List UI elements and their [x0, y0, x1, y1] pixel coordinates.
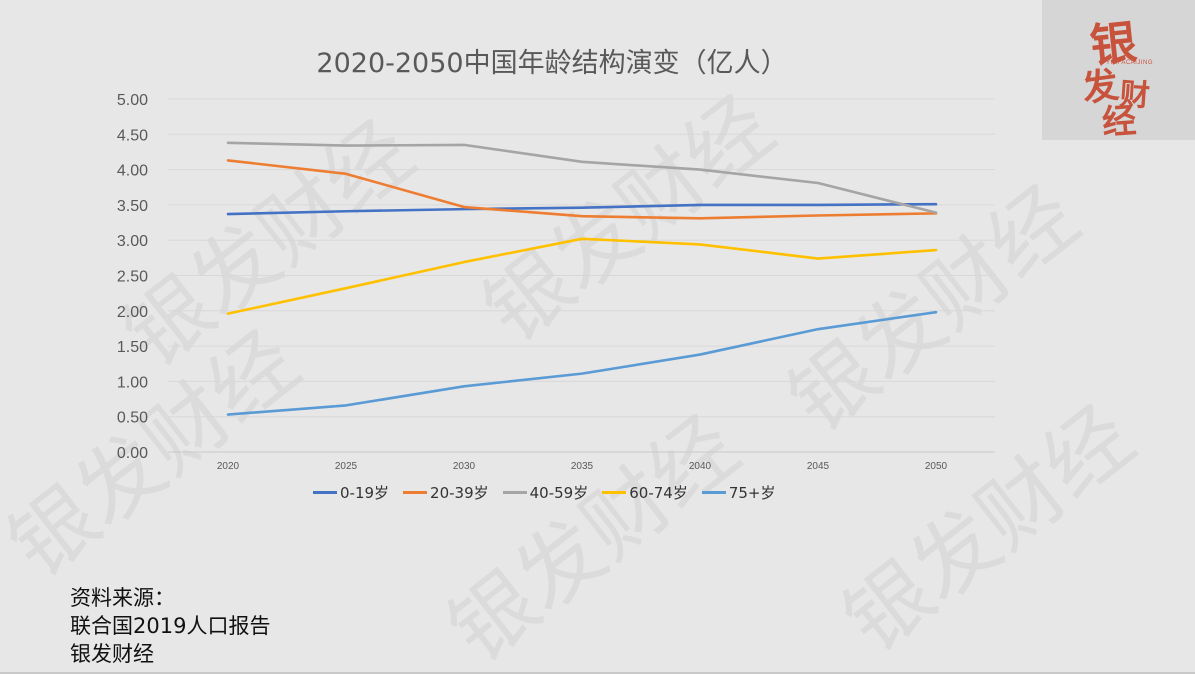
chart-title: 2020-2050中国年龄结构演变（亿人） — [316, 48, 787, 79]
y-tick-label: 3.50 — [117, 198, 148, 215]
logo: 银 YINFACAIJING 发 财 经 — [1042, 0, 1195, 143]
legend-label: 40-59岁 — [529, 483, 589, 502]
legend-swatch — [403, 490, 428, 494]
logo-char: 经 — [1100, 100, 1138, 144]
legend-swatch — [701, 490, 726, 494]
series-line-3 — [226, 237, 938, 315]
legend-item: 60-74岁 — [602, 482, 688, 503]
y-tick-label: 2.50 — [117, 269, 148, 286]
x-tick-label: 2020 — [217, 461, 240, 472]
source-block: 资料来源： 联合国2019人口报告 银发财经 — [70, 584, 270, 668]
y-tick-label: 0.00 — [117, 445, 148, 462]
y-tick-label: 5.00 — [117, 92, 148, 109]
legend-swatch — [313, 490, 337, 494]
legend-item: 75+岁 — [701, 482, 776, 503]
legend-label: 75+岁 — [728, 483, 776, 502]
series-line-1 — [226, 159, 938, 220]
legend-label: 0-19岁 — [340, 483, 390, 502]
y-tick-label: 2.00 — [117, 304, 148, 321]
source-heading: 资料来源： — [70, 586, 175, 610]
legend-item: 20-39岁 — [403, 482, 489, 503]
source-line: 联合国2019人口报告 — [70, 614, 271, 638]
y-tick-label: 4.50 — [117, 127, 148, 144]
legend-swatch — [502, 490, 527, 494]
x-tick-label: 2045 — [807, 461, 830, 472]
y-tick-label: 4.00 — [117, 163, 148, 180]
chart-legend: 0-19岁 20-39岁 40-59岁 60-74岁 75+岁 — [313, 482, 789, 502]
x-tick-label: 2040 — [689, 461, 712, 472]
series-line-2 — [226, 141, 938, 214]
y-axis-ticks: 0.00 0.50 1.00 1.50 2.00 2.50 3.00 3.50 4.00 4.50… — [117, 92, 148, 462]
x-axis-ticks: 2020 2025 2030 2035 2040 2045 2050 — [217, 461, 948, 472]
x-tick-label: 2050 — [925, 461, 948, 472]
legend-swatch — [602, 490, 627, 494]
y-tick-label: 3.00 — [117, 233, 148, 250]
series-lines — [226, 141, 938, 416]
x-tick-label: 2030 — [453, 461, 476, 472]
series-line-0 — [226, 202, 938, 216]
source-line: 银发财经 — [70, 642, 154, 666]
legend-item: 40-59岁 — [502, 482, 589, 503]
logo-subtitle: YINFACAIJING — [1106, 60, 1154, 66]
grid-lines — [168, 98, 995, 453]
x-tick-label: 2025 — [335, 461, 358, 472]
legend-label: 60-74岁 — [629, 483, 688, 502]
legend-label: 20-39岁 — [430, 483, 489, 502]
series-line-4 — [226, 310, 938, 416]
y-tick-label: 1.50 — [117, 339, 148, 356]
y-tick-label: 0.50 — [117, 410, 148, 427]
bottom-divider — [0, 672, 1195, 674]
y-tick-label: 1.00 — [117, 374, 148, 391]
x-tick-label: 2035 — [571, 461, 594, 472]
legend-item: 0-19岁 — [313, 482, 389, 503]
